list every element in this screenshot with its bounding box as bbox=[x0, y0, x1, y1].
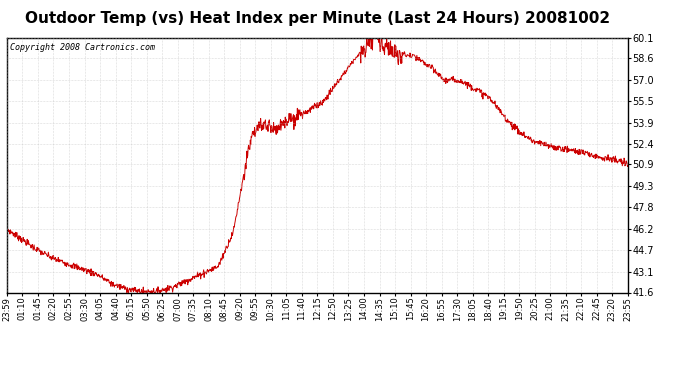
Text: Copyright 2008 Cartronics.com: Copyright 2008 Cartronics.com bbox=[10, 43, 155, 52]
Text: Outdoor Temp (vs) Heat Index per Minute (Last 24 Hours) 20081002: Outdoor Temp (vs) Heat Index per Minute … bbox=[25, 11, 610, 26]
